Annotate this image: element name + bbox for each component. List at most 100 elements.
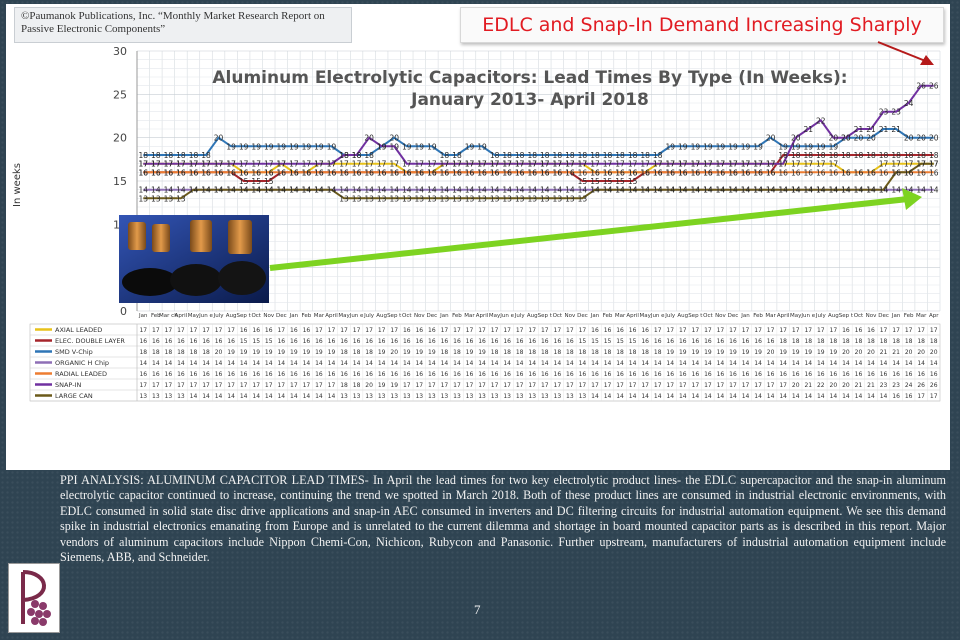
data-label: 17 (151, 160, 161, 169)
data-label: 17 (829, 160, 839, 169)
table-cell: 17 (441, 382, 449, 389)
data-label: 20 (929, 134, 939, 143)
table-cell: 19 (742, 349, 750, 356)
data-label: 16 (314, 168, 324, 177)
data-label: 14 (289, 186, 299, 195)
table-cell: 21 (804, 382, 812, 389)
table-cell: 20 (867, 349, 875, 356)
data-label: 17 (327, 160, 337, 169)
table-cell: 14 (378, 360, 386, 367)
data-label: 14 (189, 186, 199, 195)
table-cell: 17 (742, 327, 750, 334)
data-label: 17 (151, 160, 161, 169)
table-cell: 19 (754, 349, 762, 356)
data-label: 20 (829, 134, 839, 143)
category-tick-label: Feb (603, 313, 613, 319)
data-label: 16 (916, 168, 926, 177)
data-label: 17 (527, 160, 537, 169)
table-cell: 14 (704, 360, 712, 367)
data-label: 15 (615, 177, 625, 186)
table-cell: 14 (215, 360, 223, 367)
data-label: 21 (891, 125, 901, 134)
data-label: 16 (377, 168, 387, 177)
data-label: 17 (578, 160, 588, 169)
data-label: 16 (352, 168, 362, 177)
table-cell: 13 (139, 393, 147, 400)
table-cell: 19 (252, 349, 260, 356)
table-cell: 19 (390, 382, 398, 389)
table-cell: 16 (378, 371, 386, 378)
table-cell: 16 (353, 338, 361, 345)
data-label: 18 (653, 151, 663, 160)
table-cell: 16 (466, 371, 474, 378)
table-cell: 16 (240, 371, 248, 378)
table-cell: 13 (152, 393, 160, 400)
data-label: 18 (803, 151, 813, 160)
y-tick-label: 15 (113, 175, 127, 188)
data-label: 14 (854, 186, 864, 195)
table-cell: 16 (717, 338, 725, 345)
data-label: 16 (502, 168, 512, 177)
data-label: 14 (753, 186, 763, 195)
table-cell: 16 (855, 371, 863, 378)
data-label: 18 (879, 151, 889, 160)
data-label: 16 (477, 168, 487, 177)
table-cell: 17 (591, 382, 599, 389)
data-label: 14 (377, 186, 387, 195)
table-cell: 18 (165, 349, 173, 356)
data-label: 16 (201, 168, 211, 177)
table-cell: 18 (340, 349, 348, 356)
category-tick-label: July (664, 313, 676, 319)
data-label: 16 (829, 168, 839, 177)
table-cell: 16 (641, 327, 649, 334)
table-cell: 19 (666, 349, 674, 356)
table-cell: 17 (478, 382, 486, 389)
table-cell: 17 (666, 382, 674, 389)
table-cell: 14 (190, 393, 198, 400)
table-cell: 17 (240, 382, 248, 389)
table-cell: 14 (804, 360, 812, 367)
data-label: 14 (866, 186, 876, 195)
category-tick-label: Sep t (237, 313, 252, 319)
table-cell: 16 (591, 371, 599, 378)
data-label: 17 (415, 160, 425, 169)
data-label: 14 (465, 186, 475, 195)
category-tick-label: Feb (151, 313, 161, 319)
source-note: ©Paumanok Publications, Inc. “Monthly Ma… (14, 7, 352, 43)
data-label: 16 (239, 168, 249, 177)
data-label: 18 (854, 151, 864, 160)
data-label: 16 (364, 168, 374, 177)
table-cell: 18 (177, 349, 185, 356)
table-cell: 17 (692, 382, 700, 389)
table-cell: 17 (227, 327, 235, 334)
data-label: 17 (553, 160, 563, 169)
table-cell: 16 (892, 371, 900, 378)
data-label: 16 (364, 168, 374, 177)
data-label: 18 (565, 151, 575, 160)
data-label: 17 (239, 160, 249, 169)
table-cell: 17 (579, 327, 587, 334)
data-label: 14 (829, 186, 839, 195)
data-label: 14 (766, 186, 776, 195)
data-label: 17 (916, 160, 926, 169)
data-label: 13 (164, 194, 174, 203)
data-label: 14 (829, 186, 839, 195)
data-label: 17 (904, 160, 914, 169)
table-cell: 17 (139, 327, 147, 334)
data-label: 17 (465, 160, 475, 169)
data-label: 26 (916, 82, 926, 91)
table-cell: 14 (880, 360, 888, 367)
table-cell: 16 (190, 338, 198, 345)
data-label: 17 (164, 160, 174, 169)
data-label: 20 (854, 134, 864, 143)
data-label: 19 (239, 142, 249, 151)
table-cell: 16 (353, 371, 361, 378)
table-cell: 20 (767, 349, 775, 356)
table-cell: 16 (240, 327, 248, 334)
table-cell: 16 (754, 371, 762, 378)
data-label: 17 (427, 160, 437, 169)
data-label: 17 (691, 160, 701, 169)
data-label: 14 (251, 186, 261, 195)
table-cell: 20 (792, 382, 800, 389)
category-tick-label: Sep t (839, 313, 854, 319)
